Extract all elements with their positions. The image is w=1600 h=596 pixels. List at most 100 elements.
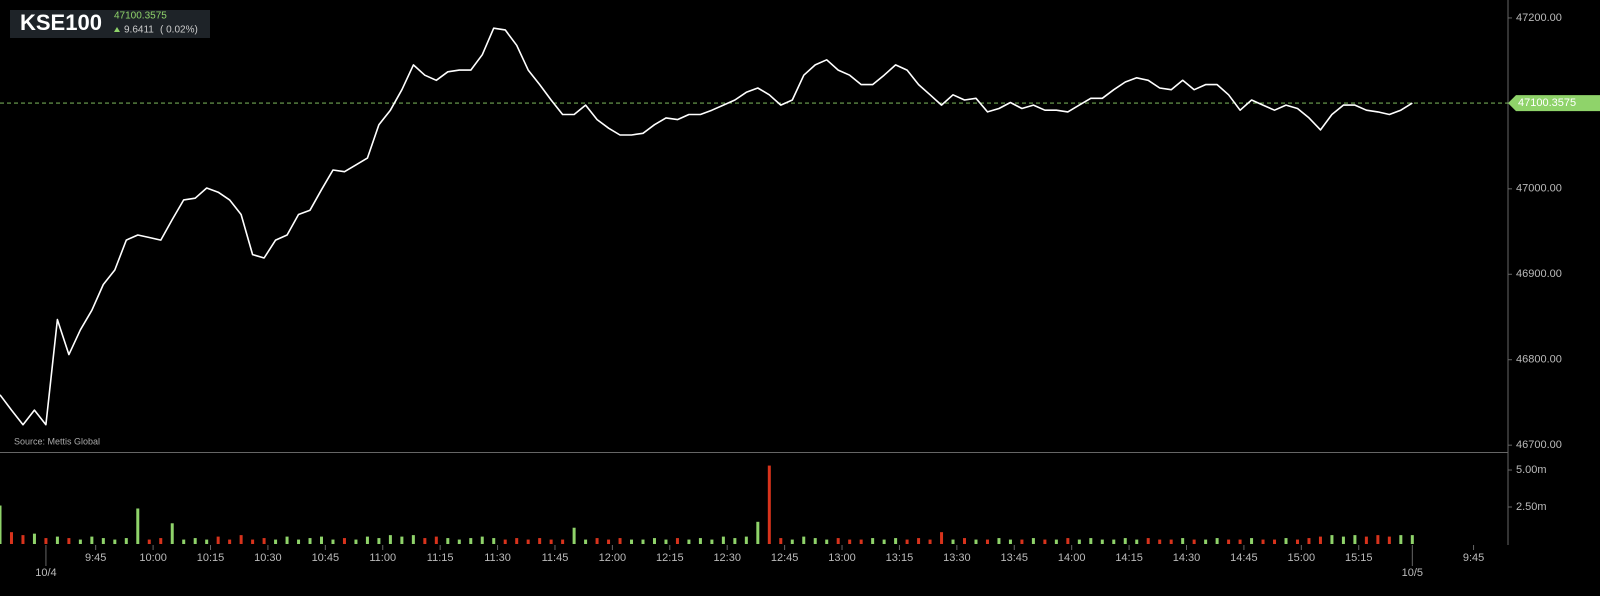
symbol: KSE100	[20, 10, 102, 35]
volume-bar	[1318, 536, 1322, 544]
volume-bar	[1410, 535, 1414, 544]
volume-bar	[526, 539, 530, 544]
x-tick-label: 9:45	[85, 552, 106, 564]
volume-bar	[928, 539, 932, 544]
volume-bar	[423, 538, 427, 544]
volume-bar	[400, 536, 404, 544]
x-tick-label: 14:00	[1058, 552, 1086, 564]
volume-bar	[113, 539, 117, 544]
volume-bar	[584, 539, 588, 544]
volume-bar	[503, 539, 507, 544]
y-tick-label: 46800.00	[1516, 354, 1562, 366]
volume-bar	[32, 533, 36, 544]
volume-bar	[1089, 538, 1093, 544]
volume-bar	[905, 539, 909, 544]
volume-bar	[1192, 539, 1196, 544]
volume-bar	[549, 539, 553, 544]
volume-bar	[733, 538, 737, 544]
volume-bar	[836, 538, 840, 544]
volume-bar	[342, 538, 346, 544]
volume-bar	[744, 536, 748, 544]
volume-bar	[1227, 539, 1231, 544]
volume-bar	[1169, 539, 1173, 544]
header-box	[10, 10, 210, 38]
y-tick-label: 46700.00	[1516, 439, 1562, 451]
volume-bar	[274, 539, 278, 544]
volume-bar	[457, 539, 461, 544]
last-price: 47100.3575	[114, 11, 167, 22]
volume-bar	[802, 536, 806, 544]
volume-bar	[480, 536, 484, 544]
volume-bar	[1399, 535, 1403, 544]
volume-bar	[331, 539, 335, 544]
volume-bar	[469, 538, 473, 544]
volume-bar	[710, 539, 714, 544]
volume-bar	[1020, 539, 1024, 544]
volume-bar	[1387, 536, 1391, 544]
volume-bar	[698, 538, 702, 544]
volume-bar	[78, 539, 82, 544]
volume-bar	[285, 536, 289, 544]
y-tick-label: 47000.00	[1516, 183, 1562, 195]
x-tick-label: 13:30	[943, 552, 971, 564]
change: 9.6411	[124, 25, 154, 36]
volume-bar	[1273, 539, 1277, 544]
volume-bar	[1123, 538, 1127, 544]
volume-bar	[492, 538, 496, 544]
volume-bar	[1307, 538, 1311, 544]
volume-bar	[1181, 538, 1185, 544]
volume-bar	[297, 539, 301, 544]
volume-bar	[1112, 539, 1116, 544]
volume-bar	[320, 536, 324, 544]
volume-bar	[515, 538, 519, 544]
x-tick-label: 14:30	[1173, 552, 1201, 564]
x-tick-label: 12:30	[713, 552, 741, 564]
volume-bar	[67, 538, 71, 544]
volume-bar	[44, 538, 48, 544]
x-tick-label: 12:45	[771, 552, 799, 564]
volume-bar	[825, 539, 829, 544]
volume-bar	[848, 539, 852, 544]
volume-bar	[687, 539, 691, 544]
volume-bar	[1330, 535, 1334, 544]
volume-bar	[193, 538, 197, 544]
volume-bar	[262, 538, 266, 544]
volume-bar	[1066, 538, 1070, 544]
volume-bar	[985, 539, 989, 544]
y-tick-label: 47200.00	[1516, 12, 1562, 24]
x-tick-label: 15:15	[1345, 552, 1373, 564]
volume-bar	[951, 539, 955, 544]
volume-bar	[1295, 539, 1299, 544]
volume-bar	[940, 532, 944, 544]
volume-bar	[1008, 539, 1012, 544]
volume-bar	[216, 536, 220, 544]
volume-bar	[90, 536, 94, 544]
volume-bar	[0, 505, 2, 544]
x-tick-label: 12:00	[599, 552, 627, 564]
x-tick-label: 13:00	[828, 552, 856, 564]
volume-bar	[894, 538, 898, 544]
x-tick-label: 14:45	[1230, 552, 1258, 564]
volume-bar	[446, 538, 450, 544]
volume-bar	[882, 539, 886, 544]
volume-bar	[595, 538, 599, 544]
x-tick-label: 11:30	[484, 552, 511, 564]
x-tick-label: 13:45	[1000, 552, 1028, 564]
date-label: 10/5	[1402, 567, 1423, 579]
x-tick-label: 12:15	[656, 552, 684, 564]
source: Source: Mettis Global	[14, 436, 100, 446]
volume-bar	[618, 538, 622, 544]
volume-bar	[411, 535, 415, 544]
volume-bar	[55, 536, 59, 544]
volume-bar	[630, 539, 634, 544]
volume-bar	[365, 536, 369, 544]
v-tick-label: 5.00m	[1516, 464, 1547, 476]
x-tick-label: 15:00	[1288, 552, 1316, 564]
price-line	[0, 27, 1413, 426]
volume-bar	[182, 539, 186, 544]
volume-bar	[1284, 538, 1288, 544]
volume-bar	[1146, 538, 1150, 544]
volume-bar	[228, 539, 232, 544]
volume-bar	[1376, 535, 1380, 544]
